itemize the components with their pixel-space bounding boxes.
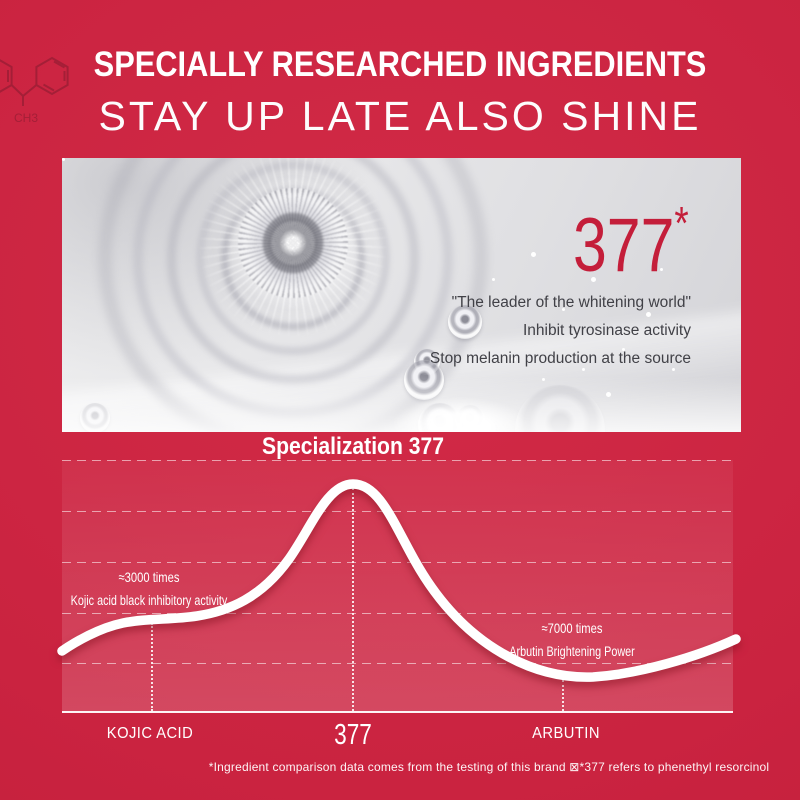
guide-line-arbutin <box>562 680 564 711</box>
hero-number-377: 377* <box>573 200 689 284</box>
molecule-ch3-label: CH3 <box>14 111 38 125</box>
chart-gridline <box>62 663 733 664</box>
annotation-kojic-label: Kojic acid black inhibitory activity <box>70 593 228 608</box>
hero-benefit-line-2: Inhibit tyrosinase activity <box>523 322 691 339</box>
chart-gridline <box>62 511 733 512</box>
annotation-kojic: ≈3000 times Kojic acid black inhibitory … <box>71 569 228 609</box>
annotation-arbutin-value: ≈7000 times <box>541 620 603 636</box>
chart-gridline <box>62 613 733 614</box>
x-label-arbutin: ARBUTIN <box>532 725 600 742</box>
chart-gridline <box>62 562 733 563</box>
annotation-arbutin: ≈7000 times Arbutin Brightening Power <box>509 620 634 660</box>
hero-number-asterisk: * <box>674 197 689 249</box>
small-bubble <box>448 305 482 339</box>
page-subtitle: STAY UP LATE ALSO SHINE <box>98 93 702 139</box>
hero-quote: "The leader of the whitening world" <box>451 294 691 311</box>
annotation-kojic-value: ≈3000 times <box>118 569 180 585</box>
chart-gridline <box>62 460 733 461</box>
page-title: SPECIALLY RESEARCHED INGREDIENTS <box>93 45 707 84</box>
guide-line-kojic <box>151 623 153 711</box>
sparkle-dots <box>62 158 65 161</box>
comparison-curve <box>57 479 741 682</box>
x-label-kojic-acid: KOJIC ACID <box>106 725 194 742</box>
hero-number-text: 377 <box>573 203 675 288</box>
hero-benefit-line-3: Stop melanin production at the source <box>429 350 691 367</box>
hero-benefit-lines: "The leader of the whitening world" Inhi… <box>430 289 691 373</box>
guide-line-377 <box>352 488 354 711</box>
droplet-core-ring <box>263 213 323 273</box>
hero-image-panel: 377* "The leader of the whitening world"… <box>62 158 741 432</box>
x-label-377: 377 <box>334 719 372 751</box>
annotation-arbutin-label: Arbutin Brightening Power <box>509 644 635 659</box>
x-axis-line <box>62 711 733 713</box>
chart-title: Specialization 377 <box>262 433 444 460</box>
footer-disclaimer: *Ingredient comparison data comes from t… <box>208 760 770 774</box>
chemical-structure-icon: CH3 O <box>0 56 69 125</box>
